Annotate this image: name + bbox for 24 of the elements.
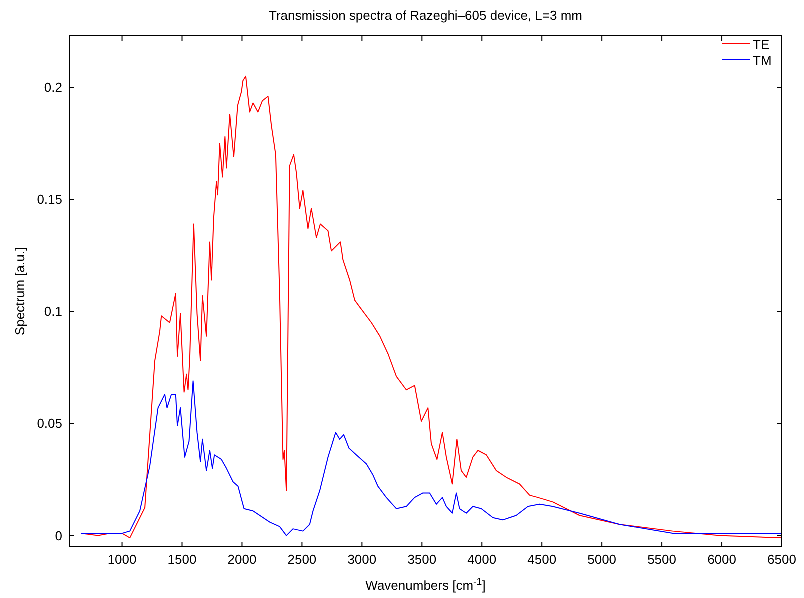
x-tick-label: 6000 bbox=[708, 552, 736, 567]
y-tick-label: 0.2 bbox=[44, 80, 62, 96]
legend-label: TE bbox=[753, 37, 770, 52]
x-axis-title: Wavenumbers [cm$^{-1}$] bbox=[366, 576, 486, 593]
legend-label: TM bbox=[753, 53, 772, 68]
x-tick-label: 6500 bbox=[768, 552, 796, 567]
x-tick-label: 2500 bbox=[288, 552, 317, 567]
line-series bbox=[80, 76, 782, 539]
chart-title: Transmission spectra of Razeghi–605 device, L=3 mm bbox=[269, 8, 582, 23]
y-tick-label: 0.1 bbox=[44, 304, 62, 320]
x-tick-label: 4500 bbox=[528, 552, 557, 567]
y-tick-label: 0.05 bbox=[37, 416, 62, 432]
y-tick-label: 0.15 bbox=[37, 192, 62, 208]
x-tick-label: 2000 bbox=[228, 552, 257, 567]
x-tick-label: 1500 bbox=[168, 552, 197, 567]
x-tick-label: 5000 bbox=[588, 552, 617, 567]
x-tick-label: 4000 bbox=[468, 552, 497, 567]
x-tick-label: 3000 bbox=[348, 552, 377, 567]
x-tick-label: 3500 bbox=[408, 552, 437, 567]
y-tick-label: 0 bbox=[55, 528, 62, 544]
line-series bbox=[80, 380, 782, 536]
x-tick-label: 5500 bbox=[648, 552, 677, 567]
y-axis-title: Spectrum [a.u.] bbox=[12, 247, 28, 336]
x-tick-label: 1000 bbox=[108, 552, 137, 567]
